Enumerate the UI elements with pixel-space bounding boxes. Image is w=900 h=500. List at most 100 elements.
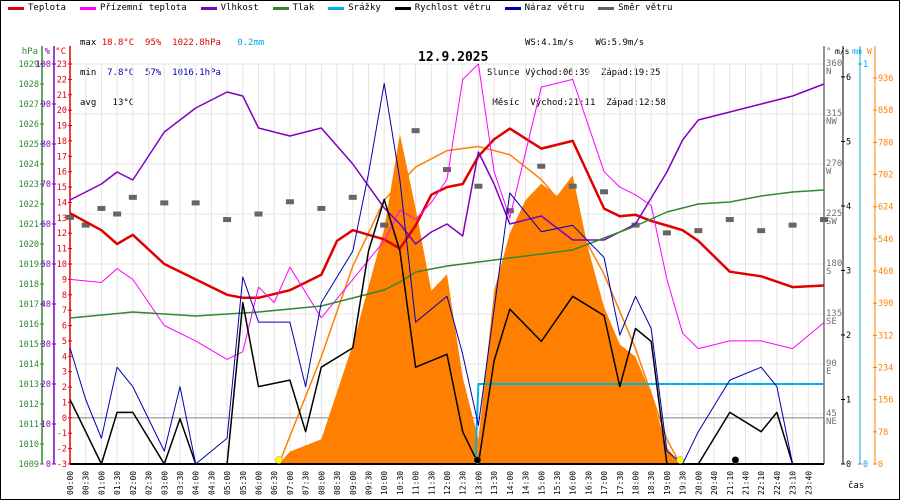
sun-label: Slunce <box>487 68 520 78</box>
x-tick-label: 10:30 <box>396 471 405 495</box>
axis-tick-label: 70 <box>41 180 51 190</box>
solar-radiation-area <box>278 134 681 464</box>
axis-tick-label: 9 <box>62 275 67 285</box>
x-tick-label: 03:30 <box>176 471 185 495</box>
wind-direction-mark <box>725 217 734 223</box>
x-tick-label: 13:30 <box>490 471 499 495</box>
axis-tick-label: 1 <box>846 395 851 405</box>
axis-tick-label: 22 <box>57 75 67 85</box>
x-tick-label: 14:00 <box>506 471 515 495</box>
direction-tick-compass: NW <box>826 117 837 127</box>
axis-tick-label: 20 <box>41 380 51 390</box>
wind-gust-max: WG:5.9m/s <box>595 38 645 48</box>
legend-item: Směr větru <box>598 3 672 13</box>
axis-tick-label: 40 <box>41 300 51 310</box>
axis-tick-label: 312 <box>878 331 893 341</box>
axis-tick-label: 12 <box>57 229 67 239</box>
wind-direction-mark <box>694 228 703 234</box>
wind-direction-mark <box>443 167 451 173</box>
legend-swatch <box>200 6 217 10</box>
direction-tick-label: 45 <box>826 409 837 419</box>
axis-tick-label: 5 <box>846 137 851 147</box>
axis-tick-label: -2 <box>57 445 67 455</box>
x-tick-label: 22:10 <box>757 471 766 495</box>
x-tick-label: 07:30 <box>302 471 311 495</box>
direction-tick-label: 315 <box>826 109 842 119</box>
axis-tick-label: 1017 <box>19 300 39 310</box>
axis-tick-label: 624 <box>878 203 893 213</box>
max-pressure: 1022.8hPa <box>172 38 221 48</box>
axis-tick-label: -1 <box>57 429 67 439</box>
legend-label: Tlak <box>292 3 315 13</box>
x-tick-label: 08:00 <box>317 471 326 495</box>
axis-tick-label: 78 <box>878 428 888 438</box>
axis-tick-label: 8 <box>62 291 67 301</box>
direction-tick-compass: E <box>826 367 831 377</box>
wind-direction-mark <box>662 230 671 236</box>
direction-tick-compass: SE <box>826 317 837 327</box>
wind-direction-mark <box>631 222 640 228</box>
x-tick-label: 09:00 <box>349 471 358 495</box>
x-tick-label: 17:00 <box>600 471 609 495</box>
axis-tick-label: 1028 <box>19 80 39 90</box>
temperature-axis-unit: °C <box>55 47 66 57</box>
axis-tick-label: 1019 <box>19 260 39 270</box>
axis-tick-label: 100 <box>36 60 51 70</box>
legend-item: Teplota <box>8 3 66 13</box>
x-tick-label: 08:30 <box>333 471 342 495</box>
wind-direction-mark <box>411 128 420 134</box>
legend-swatch <box>328 6 345 10</box>
legend-label: Vlhkost <box>220 3 259 13</box>
legend-label: Přízemní teplota <box>99 3 187 13</box>
axis-tick-label: 17 <box>57 152 67 162</box>
axis-tick-label: 6 <box>846 73 851 83</box>
x-tick-label: 04:30 <box>207 471 216 495</box>
direction-tick-compass: N <box>826 67 831 77</box>
direction-tick-label: 90 <box>826 359 837 369</box>
wind-direction-mark <box>568 183 577 189</box>
axis-tick-label: 1029 <box>19 60 39 70</box>
x-tick-label: 20:40 <box>710 471 719 495</box>
axis-tick-label: 1011 <box>19 420 39 430</box>
wind-direction-mark <box>66 214 74 220</box>
axis-tick-label: 11 <box>57 245 67 255</box>
wind-direction-mark <box>757 228 766 234</box>
direction-tick-label: 270 <box>826 159 842 169</box>
avg-label: avg <box>80 98 97 108</box>
axis-tick-label: 15 <box>57 183 67 193</box>
axis-tick-label: 4 <box>62 352 67 362</box>
x-tick-label: 05:30 <box>239 471 248 495</box>
x-tick-label: 17:30 <box>616 471 625 495</box>
direction-tick-compass: SW <box>826 217 837 227</box>
axis-tick-label: 1027 <box>19 100 39 110</box>
axis-tick-label: 468 <box>878 267 893 277</box>
axis-tick-label: 1026 <box>19 120 39 130</box>
direction-tick-label: 135 <box>826 309 842 319</box>
axis-tick-label: 1 <box>863 60 868 70</box>
legend-item: Srážky <box>328 3 381 13</box>
max-label: max <box>80 38 97 48</box>
direction-tick-compass: W <box>826 167 832 177</box>
axis-tick-label: 14 <box>57 198 67 208</box>
moonrise-marker <box>731 456 740 464</box>
legend-swatch <box>8 6 24 10</box>
x-tick-label: 04:00 <box>192 471 201 495</box>
wind-direction-mark <box>820 217 828 223</box>
axis-tick-label: 13 <box>57 214 67 224</box>
axis-tick-label: 780 <box>878 138 893 148</box>
x-tick-label: 03:00 <box>160 471 169 495</box>
x-tick-label: 22:40 <box>773 471 782 495</box>
wind-direction-mark <box>537 163 546 169</box>
x-tick-label: 14:30 <box>522 471 531 495</box>
axis-tick-label: 1025 <box>19 140 39 150</box>
axis-tick-label: 1014 <box>19 360 39 370</box>
axis-tick-label: 234 <box>878 364 893 374</box>
axis-tick-label: 1009 <box>19 460 39 470</box>
temperature-line <box>69 127 825 300</box>
legend-swatch <box>272 6 289 10</box>
axis-tick-label: 1016 <box>19 320 39 330</box>
axis-tick-label: 1020 <box>19 240 39 250</box>
axis-tick-label: 6 <box>62 322 67 332</box>
sunset-marker <box>676 456 684 464</box>
x-tick-label: 18:00 <box>632 471 641 495</box>
